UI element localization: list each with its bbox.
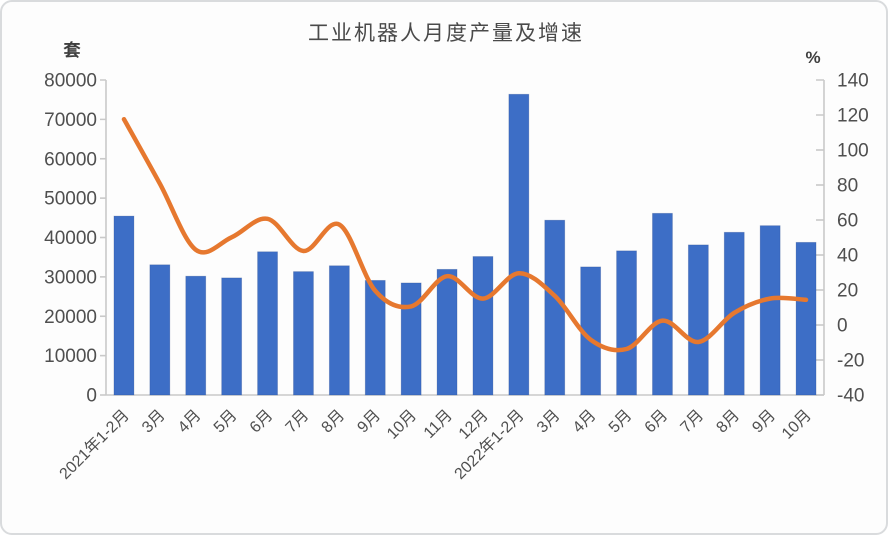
- production-bar: [687, 244, 709, 396]
- left-axis-unit-label: 套: [63, 40, 82, 60]
- production-bar: [544, 219, 566, 396]
- right-axis-tick-label: 40: [837, 246, 858, 267]
- x-axis-label: 3月: [534, 407, 564, 437]
- right-axis-tick-label: -20: [837, 351, 864, 372]
- x-axis-label: 5月: [211, 407, 241, 437]
- x-axis-label: 4月: [175, 407, 205, 437]
- production-bar: [185, 275, 207, 396]
- right-axis-tick-label: 60: [837, 211, 858, 232]
- x-axis-label: 8月: [713, 407, 743, 437]
- production-bar: [795, 241, 817, 396]
- production-bar: [328, 265, 350, 396]
- production-bar: [652, 212, 673, 396]
- production-bar: [257, 251, 278, 396]
- production-bar: [472, 256, 494, 396]
- x-axis-label: 3月: [139, 407, 169, 437]
- production-bar: [616, 250, 637, 396]
- production-bar: [113, 215, 135, 396]
- right-axis-tick-label: 120: [837, 106, 869, 127]
- x-axis-label: 10月: [384, 407, 420, 443]
- x-axis-label: 2021年1-2月: [56, 406, 133, 483]
- left-axis-tick-labels: 0 10000 20000 30000 40000 50000 60000 70000 8000…: [44, 71, 97, 407]
- x-axis-label: 9月: [354, 407, 384, 437]
- right-axis-tick-label: 140: [837, 71, 869, 92]
- left-axis-tick-label: 70000: [44, 110, 97, 131]
- production-bar: [400, 282, 422, 396]
- x-axis-label: 8月: [319, 407, 349, 437]
- left-axis-tick-label: 80000: [44, 71, 97, 92]
- right-axis-tick-label: 0: [837, 316, 848, 337]
- left-axis-tick-label: 60000: [44, 149, 97, 170]
- x-axis-label: 7月: [678, 407, 708, 437]
- left-axis-tick-label: 0: [86, 386, 97, 407]
- left-axis-tick-label: 40000: [44, 228, 97, 249]
- production-bar: [436, 268, 458, 396]
- x-axis-label: 11月: [421, 407, 456, 442]
- right-axis-unit-label: %: [805, 48, 820, 67]
- left-axis-tick-label: 10000: [44, 346, 97, 367]
- production-bar: [221, 277, 243, 396]
- left-axis-tick-label: 20000: [44, 307, 97, 328]
- production-bar: [508, 93, 530, 396]
- x-axis-label: 6月: [642, 407, 672, 437]
- right-axis-tick-label: -40: [837, 386, 864, 407]
- x-axis-label: 5月: [606, 407, 636, 437]
- production-bar: [364, 279, 386, 396]
- x-axis-label: 9月: [749, 407, 779, 437]
- right-axis-tick-label: 80: [837, 176, 858, 197]
- production-bar: [759, 225, 781, 396]
- right-axis-tick-label: 100: [837, 141, 869, 162]
- x-axis-label: 6月: [247, 407, 277, 437]
- left-axis-tick-label: 30000: [44, 267, 97, 288]
- production-bar: [149, 264, 171, 396]
- chart-title: 工业机器人月度产量及增速: [308, 22, 584, 45]
- bar-series-production: [113, 93, 817, 396]
- x-axis-label: 4月: [570, 407, 600, 437]
- left-axis-tick-label: 50000: [44, 189, 97, 210]
- right-axis-tick-labels: -40 -20 0 20 40 60 80 100 120 140: [837, 71, 869, 407]
- production-bar: [293, 271, 314, 396]
- x-axis-category-labels: 2021年1-2月 3月 4月 5月 6月 7月 8月 9月 10月 11月 12月2022年1-2…: [56, 406, 815, 483]
- line-series-growth-rate: [121, 116, 809, 353]
- x-axis-label: 10月: [779, 407, 815, 443]
- x-axis-label: 7月: [283, 407, 313, 437]
- axes: [100, 79, 825, 396]
- right-axis-tick-label: 20: [837, 281, 858, 302]
